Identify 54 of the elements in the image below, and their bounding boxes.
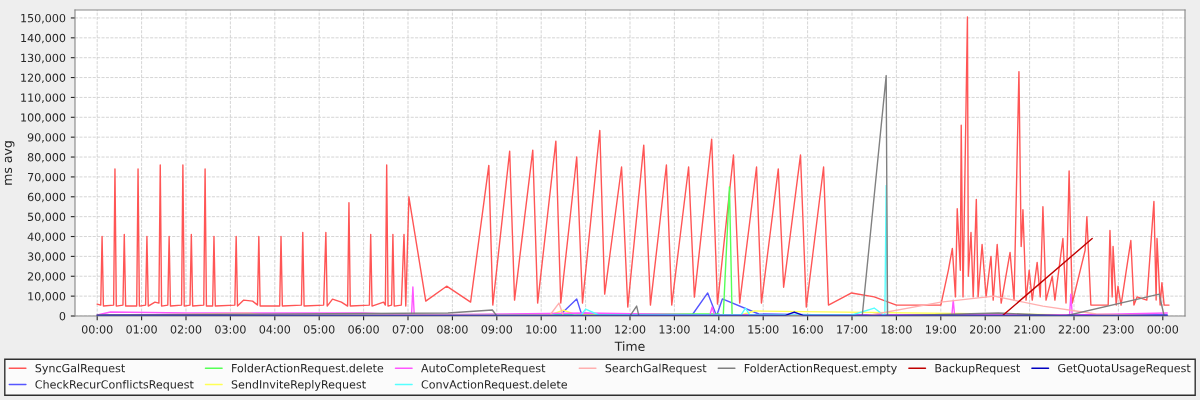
y-tick-label: 50,000 [27,212,66,223]
y-tick-label: 70,000 [28,172,66,183]
y-tick-label: 130,000 [21,53,66,64]
x-tick-label: 17:00 [837,325,868,334]
x-tick-label: 20:00 [970,325,1001,334]
y-tick-label: 40,000 [27,232,66,243]
x-tick-label: 21:00 [1014,325,1045,334]
legend-label: AutoCompleteRequest [421,363,546,375]
x-axis-title: Time [614,341,645,352]
x-tick-label: 23:00 [1103,325,1134,334]
x-tick-label: 03:00 [215,325,246,334]
x-tick-label: 09:00 [481,325,513,334]
legend-label: SearchGalRequest [605,363,707,375]
legend-label: BackupRequest [935,363,1020,375]
y-axis-title: ms avg [4,141,15,185]
x-tick-label: 12:00 [615,325,646,334]
y-tick-label: 60,000 [27,192,66,203]
x-tick-label: 04:00 [259,325,291,334]
y-tick-label: 0 [59,311,66,321]
y-tick-label: 90,000 [27,133,66,143]
x-tick-label: 15:00 [748,325,779,334]
x-tick-label: 02:00 [170,325,202,334]
line-series [96,16,1170,308]
x-tick-label: 14:00 [704,325,735,334]
legend-label: FolderActionRequest.delete [232,363,384,375]
y-tick-label: 80,000 [27,153,66,163]
x-tick-label: 07:00 [392,325,424,334]
y-tick-label: 10,000 [28,292,66,302]
legend-label: FolderActionRequest.empty [744,363,897,375]
x-tick-label: 19:00 [926,325,957,334]
x-tick-label: 11:00 [570,325,601,334]
legend-label: CheckRecurConflictsRequest [35,380,194,391]
y-tick-label: 140,000 [21,33,66,44]
legend-label: ConvActionRequest.delete [421,380,568,391]
x-tick-label: 05:00 [303,325,335,334]
x-tick-label: 01:00 [126,325,157,334]
x-tick-label: 00:00 [1147,325,1179,334]
legend-label: SyncGalRequest [35,363,125,375]
legend-label: SendInviteReplyRequest [231,380,366,391]
legend-label: GetQuotaUsageRequest [1058,363,1191,375]
x-tick-label: 08:00 [437,325,468,334]
x-tick-label: 22:00 [1058,325,1090,334]
y-tick-label: 30,000 [27,252,66,262]
x-tick-label: 10:00 [526,325,557,334]
y-tick-label: 120,000 [21,73,66,84]
y-tick-label: 110,000 [21,93,66,103]
x-tick-label: 16:00 [792,325,823,334]
x-tick-label: 18:00 [881,325,912,334]
y-tick-label: 20,000 [27,272,66,282]
x-tick-label: 13:00 [659,325,690,334]
y-tick-label: 100,000 [21,113,66,123]
x-tick-label: 00:00 [81,325,113,334]
y-tick-label: 150,000 [21,13,66,24]
x-tick-label: 06:00 [348,325,379,334]
